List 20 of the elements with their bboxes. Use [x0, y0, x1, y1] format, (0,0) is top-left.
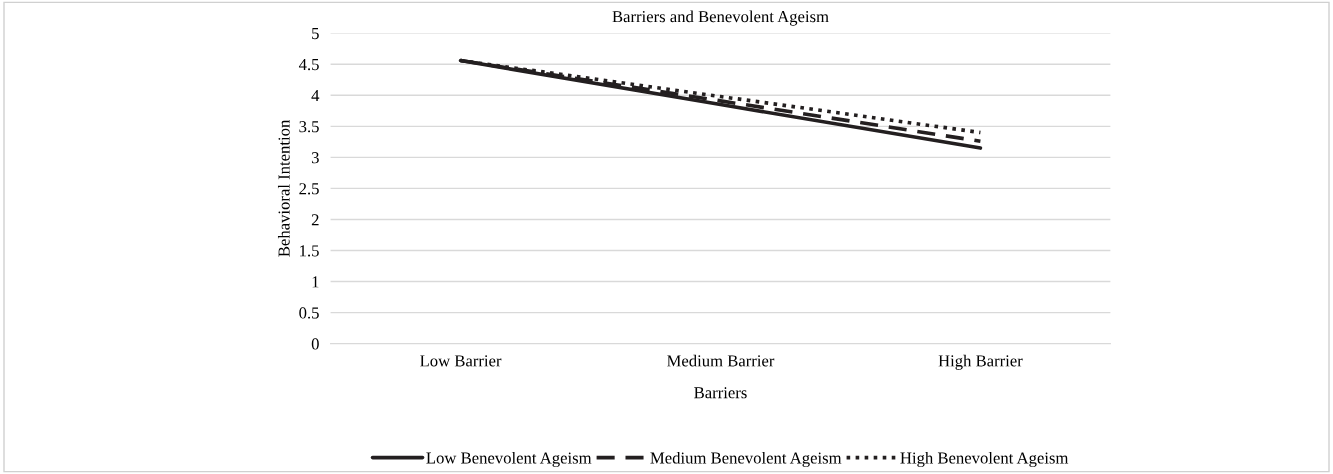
y-tick-label: 4 — [311, 90, 320, 102]
y-tick-label: 3.5 — [299, 121, 319, 133]
y-tick-label: 2.5 — [299, 183, 319, 195]
chart-title: Barriers and Benevolent Ageism — [612, 10, 829, 26]
legend-label: Low Benevolent Ageism — [426, 451, 592, 468]
x-axis-title: Barriers — [694, 387, 747, 399]
y-tick-label: 0 — [311, 338, 319, 350]
y-tick-label: 5 — [312, 28, 319, 40]
x-tick-label: Low Barrier — [420, 355, 502, 367]
legend-label: High Benevolent Ageism — [900, 451, 1069, 468]
y-tick-label: 2 — [311, 214, 319, 226]
y-tick-label: 3 — [311, 152, 319, 164]
legend-label: Medium Benevolent Ageism — [650, 451, 842, 468]
y-tick-label: 1 — [312, 276, 319, 288]
y-tick-label: 1.5 — [300, 245, 319, 257]
x-tick-label: High Barrier — [938, 354, 1023, 370]
y-tick-label: 0.5 — [299, 307, 319, 319]
x-tick-label: Medium Barrier — [667, 354, 775, 367]
y-axis-title: Behavioral Intention — [277, 119, 290, 257]
y-tick-label: 4.5 — [298, 59, 319, 71]
